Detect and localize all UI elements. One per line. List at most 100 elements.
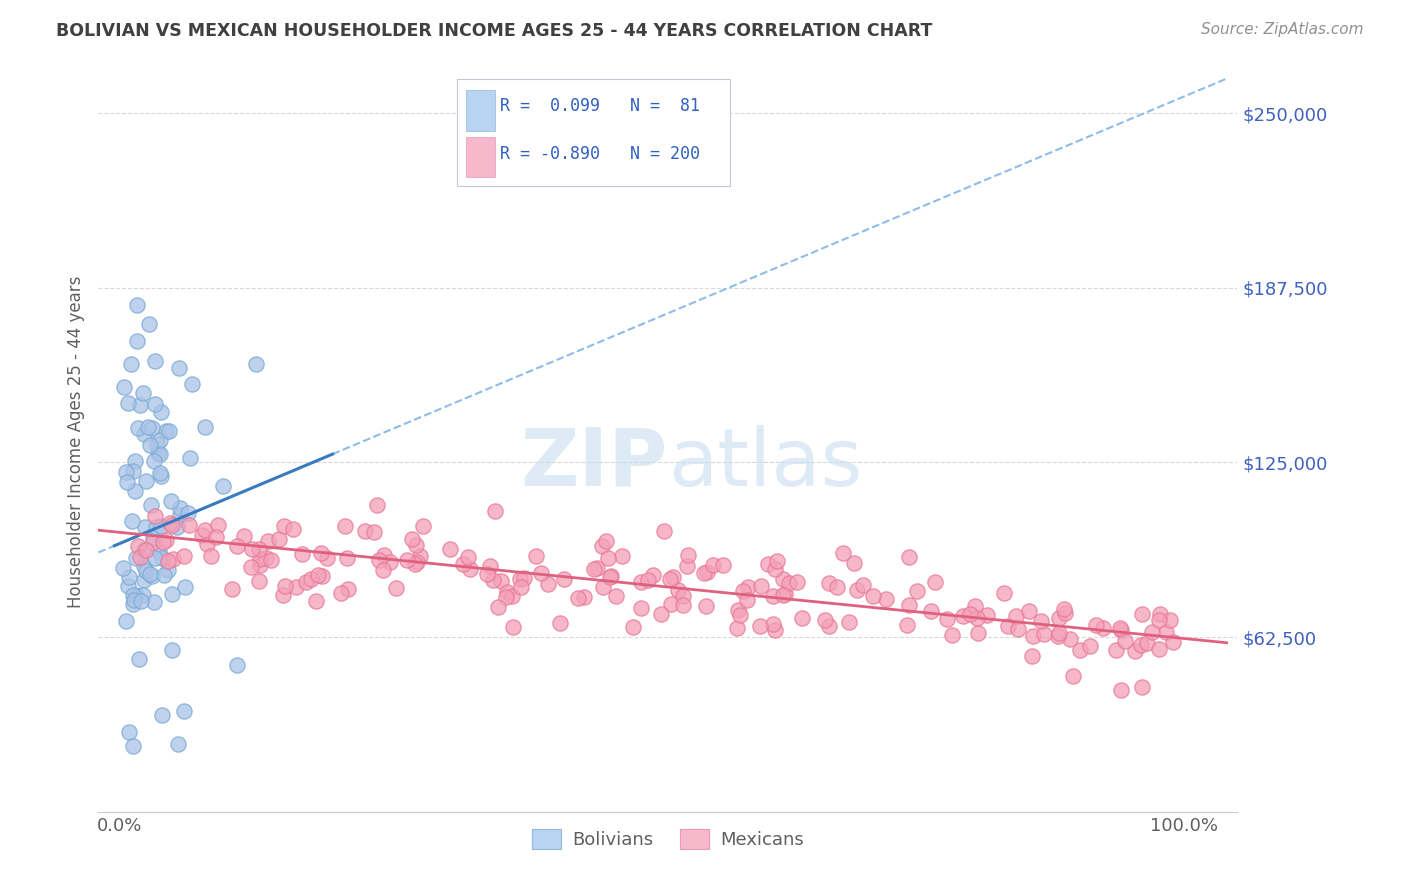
Point bbox=[727, 603, 749, 617]
Point bbox=[131, 386, 153, 401]
Point bbox=[259, 552, 281, 566]
Point bbox=[524, 549, 547, 564]
Point bbox=[666, 582, 689, 597]
Point bbox=[749, 578, 772, 592]
Point bbox=[191, 528, 214, 542]
Point bbox=[502, 620, 524, 634]
Point bbox=[1123, 644, 1146, 658]
Point bbox=[733, 584, 755, 599]
Point bbox=[136, 419, 159, 434]
Point bbox=[1062, 669, 1084, 683]
Point bbox=[173, 549, 195, 564]
Point bbox=[162, 518, 184, 533]
Point bbox=[773, 587, 796, 601]
Point bbox=[1007, 622, 1029, 636]
Point bbox=[852, 578, 875, 592]
Point bbox=[772, 572, 794, 586]
Point bbox=[135, 564, 157, 578]
Point bbox=[976, 608, 998, 623]
Point bbox=[676, 558, 699, 573]
Point bbox=[572, 591, 595, 605]
Point bbox=[166, 520, 188, 534]
Point bbox=[249, 551, 271, 566]
Point bbox=[605, 589, 627, 603]
Point bbox=[1161, 635, 1184, 649]
Point bbox=[115, 475, 138, 490]
Point bbox=[129, 549, 152, 564]
Point bbox=[167, 737, 190, 751]
Point bbox=[221, 582, 243, 596]
Point bbox=[157, 563, 180, 577]
Point bbox=[862, 590, 884, 604]
Point bbox=[294, 575, 316, 590]
Point bbox=[567, 591, 589, 605]
Point bbox=[139, 567, 162, 582]
Point bbox=[134, 573, 156, 587]
Point bbox=[1091, 621, 1114, 635]
Point bbox=[844, 556, 866, 570]
FancyBboxPatch shape bbox=[467, 90, 495, 130]
Point bbox=[121, 588, 143, 602]
Point bbox=[831, 546, 853, 560]
Point bbox=[1080, 639, 1102, 653]
Point bbox=[637, 573, 659, 587]
Point bbox=[457, 549, 479, 564]
Point bbox=[134, 558, 156, 573]
Point bbox=[233, 529, 256, 543]
Point bbox=[257, 534, 280, 549]
Point bbox=[138, 317, 160, 331]
Point bbox=[127, 421, 149, 435]
Point bbox=[702, 558, 724, 572]
Point bbox=[814, 613, 837, 627]
Point bbox=[114, 614, 136, 628]
Point bbox=[207, 518, 229, 533]
Point bbox=[610, 549, 633, 563]
Point bbox=[730, 608, 752, 623]
Point bbox=[247, 542, 270, 557]
Point bbox=[247, 574, 270, 589]
FancyBboxPatch shape bbox=[457, 78, 731, 186]
Point bbox=[630, 601, 652, 615]
Point bbox=[408, 549, 430, 564]
Point bbox=[1109, 624, 1132, 638]
Point bbox=[309, 546, 332, 560]
Point bbox=[1109, 621, 1132, 635]
Point bbox=[121, 739, 143, 754]
Point bbox=[484, 504, 506, 518]
Point bbox=[404, 558, 426, 572]
Point bbox=[124, 454, 146, 468]
Point bbox=[128, 399, 150, 413]
Point bbox=[509, 580, 531, 594]
Point bbox=[125, 551, 148, 566]
Point bbox=[226, 657, 249, 672]
Point bbox=[177, 518, 200, 533]
Point bbox=[150, 550, 173, 565]
Point bbox=[756, 557, 779, 571]
Point bbox=[156, 554, 179, 568]
Point bbox=[763, 562, 786, 576]
Point bbox=[162, 551, 184, 566]
Point bbox=[239, 560, 262, 574]
Point bbox=[148, 544, 170, 558]
Point bbox=[672, 598, 695, 612]
Point bbox=[924, 574, 946, 589]
Point bbox=[122, 593, 145, 607]
Point bbox=[659, 572, 682, 586]
Point bbox=[920, 604, 942, 618]
Point bbox=[662, 569, 685, 583]
Point bbox=[153, 568, 176, 582]
Point bbox=[226, 539, 249, 553]
Text: ZIP: ZIP bbox=[520, 425, 668, 503]
Point bbox=[174, 580, 197, 594]
Point bbox=[737, 592, 759, 607]
Point bbox=[553, 572, 575, 586]
Point bbox=[952, 609, 974, 624]
Point bbox=[672, 589, 695, 603]
Point bbox=[1147, 641, 1170, 656]
Point bbox=[513, 571, 536, 585]
Point bbox=[905, 584, 928, 599]
Point bbox=[1018, 604, 1040, 618]
Point bbox=[245, 357, 267, 371]
Point bbox=[509, 572, 531, 586]
Point bbox=[846, 582, 869, 597]
